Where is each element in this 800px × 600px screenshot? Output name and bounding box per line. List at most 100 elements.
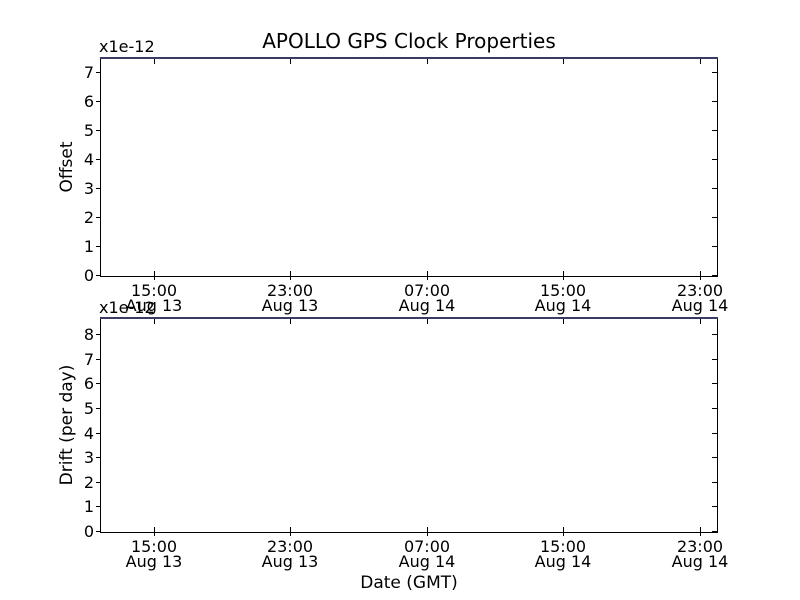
y-tick-mark-right	[712, 188, 717, 189]
x-tick-date: Aug 14	[398, 296, 456, 315]
x-tick-date: Aug 13	[261, 296, 319, 315]
y-tick-mark-right	[712, 531, 717, 532]
y-offset-multiplier-bottom: x1e-12	[99, 298, 155, 317]
y-offset-multiplier-top: x1e-12	[99, 37, 155, 56]
y-tick-mark-left	[96, 334, 101, 335]
x-tick-label: 07:00 Aug 14	[398, 281, 456, 315]
x-tick-label: 15:00 Aug 14	[534, 281, 592, 315]
y-tick-label: 4	[83, 150, 94, 169]
y-tick-mark-left	[96, 457, 101, 458]
y-tick-mark-left	[96, 506, 101, 507]
y-tick-mark-left	[96, 159, 101, 160]
y-tick-mark-left	[96, 101, 101, 102]
x-tick-time: 23:00	[266, 281, 314, 300]
x-tick-mark-bottom-out	[427, 276, 428, 280]
x-tick-time: 07:00	[403, 537, 451, 556]
x-tick-label: 23:00 Aug 14	[671, 537, 729, 571]
x-tick-date: Aug 14	[671, 552, 729, 571]
y-tick-label: 1	[83, 237, 94, 256]
y-tick-label: 8	[83, 325, 94, 344]
y-tick-mark-right	[712, 383, 717, 384]
x-tick-mark-bottom-in	[290, 527, 291, 532]
x-axis-title: Date (GMT)	[360, 573, 458, 593]
x-tick-time: 23:00	[266, 537, 314, 556]
y-tick-label: 7	[83, 350, 94, 369]
x-tick-mark-bottom-out	[563, 276, 564, 280]
x-tick-label: 15:00 Aug 13	[126, 281, 183, 314]
x-tick-mark-bottom-in	[290, 271, 291, 276]
x-tick-mark-top	[563, 319, 564, 324]
y-tick-mark-right	[712, 359, 717, 360]
x-tick-mark-top	[427, 319, 428, 324]
x-tick-time: 15:00	[539, 281, 587, 300]
x-tick-mark-top	[154, 319, 155, 324]
y-tick-mark-right	[712, 433, 717, 434]
y-tick-mark-left	[96, 408, 101, 409]
x-tick-label: 15:00 Aug 14	[534, 537, 592, 571]
x-tick-mark-bottom-in	[563, 527, 564, 532]
x-tick-mark-bottom-out	[290, 532, 291, 536]
y-tick-mark-right	[712, 275, 717, 276]
y-tick-mark-right	[712, 130, 717, 131]
x-tick-mark-bottom-in	[700, 527, 701, 532]
y-tick-mark-left	[96, 188, 101, 189]
y-tick-mark-right	[712, 72, 717, 73]
x-tick-time: 15:00	[130, 281, 178, 300]
x-tick-label: 23:00 Aug 14	[671, 281, 729, 315]
x-tick-date: Aug 13	[125, 552, 183, 571]
y-tick-label: 0	[83, 266, 94, 285]
y-tick-mark-right	[712, 334, 717, 335]
y-axis-label-drift: Drift (per day)	[57, 364, 77, 486]
x-tick-mark-bottom-out	[700, 276, 701, 280]
x-tick-date: Aug 14	[534, 296, 592, 315]
y-tick-label: 0	[83, 522, 94, 541]
x-tick-mark-bottom-in	[563, 271, 564, 276]
offset-subplot: 0 1 2 3 4 5 6 7 15:00 Aug 13 23:00 Aug 13 07:00 Aug 1…	[84, 57, 728, 314]
y-tick-label: 3	[83, 179, 94, 198]
y-tick-label: 2	[83, 208, 94, 227]
x-tick-mark-bottom-in	[154, 527, 155, 532]
x-tick-mark-top	[563, 59, 564, 64]
y-tick-label: 7	[83, 63, 94, 82]
y-tick-mark-right	[712, 159, 717, 160]
x-tick-mark-bottom-out	[154, 276, 155, 280]
x-tick-mark-bottom-in	[154, 271, 155, 276]
y-tick-mark-right	[712, 506, 717, 507]
x-tick-time: 23:00	[676, 281, 724, 300]
x-tick-time: 15:00	[539, 537, 587, 556]
x-tick-mark-top	[290, 59, 291, 64]
y-tick-mark-left	[96, 531, 101, 532]
y-tick-mark-right	[712, 482, 717, 483]
x-tick-time: 23:00	[676, 537, 724, 556]
y-tick-mark-left	[96, 433, 101, 434]
y-tick-label: 2	[83, 473, 94, 492]
y-tick-mark-right	[712, 101, 717, 102]
y-tick-mark-left	[96, 482, 101, 483]
x-tick-date: Aug 14	[671, 296, 729, 315]
y-tick-mark-right	[712, 408, 717, 409]
y-tick-label: 3	[83, 448, 94, 467]
y-tick-label: 5	[83, 121, 94, 140]
x-tick-label: 23:00 Aug 13	[261, 537, 319, 571]
y-tick-label: 6	[83, 92, 94, 111]
x-tick-mark-bottom-out	[154, 532, 155, 536]
x-tick-mark-bottom-in	[427, 271, 428, 276]
x-tick-date: Aug 13	[261, 552, 319, 571]
y-tick-mark-right	[712, 217, 717, 218]
y-tick-mark-right	[712, 246, 717, 247]
x-tick-mark-bottom-out	[290, 276, 291, 280]
x-tick-mark-bottom-out	[427, 532, 428, 536]
drift-subplot: 0 1 2 3 4 5 6 7 8 15:00 Aug 13 23:00 Aug 13 07:00 Aug …	[84, 317, 728, 570]
y-tick-label: 4	[83, 424, 94, 443]
x-tick-mark-bottom-in	[427, 527, 428, 532]
x-tick-date: Aug 14	[534, 552, 592, 571]
x-tick-time: 15:00	[130, 537, 178, 556]
y-tick-mark-left	[96, 217, 101, 218]
x-tick-time: 07:00	[403, 281, 451, 300]
x-tick-mark-top	[427, 59, 428, 64]
x-tick-mark-top	[154, 59, 155, 64]
y-tick-mark-left	[96, 246, 101, 247]
y-tick-mark-left	[96, 130, 101, 131]
